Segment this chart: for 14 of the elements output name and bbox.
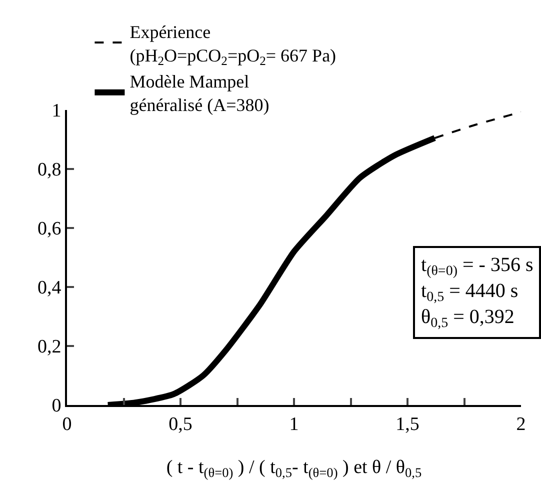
x-tick-label: 1,5 — [396, 414, 420, 435]
legend-label: Expérience (pH$_{2}$O=pCO$_{2}$=pO$_{2}$= 667 Pa) — [130, 22, 336, 68]
x-tick-label: 1 — [289, 414, 299, 435]
text: t$_{(θ=0)}$ = - 356 s t$_{0,5}$ = 4440 s θ$_{0,5}$ = 0,392 — [421, 254, 534, 332]
y-tick-label: 1 — [52, 100, 62, 122]
legend-label: Modèle Mampel généralisé (A=380) — [130, 72, 270, 116]
y-tick-label: 0,8 — [37, 160, 62, 181]
x-tick-label: 0,5 — [168, 414, 192, 435]
y-tick-label: 0 — [52, 396, 62, 417]
x-tick-label: 2 — [516, 414, 526, 435]
x-axis-title: ( t - t$_{(θ=0)}$ ) / ( t$_{0,5}$- t$_{(θ=0)}$ ) et θ / θ$_{0,5}$ — [166, 457, 422, 480]
y-tick-label: 0,6 — [37, 218, 62, 240]
y-tick-label: 0,2 — [37, 336, 62, 358]
y-tick-label: 0,4 — [37, 278, 62, 299]
